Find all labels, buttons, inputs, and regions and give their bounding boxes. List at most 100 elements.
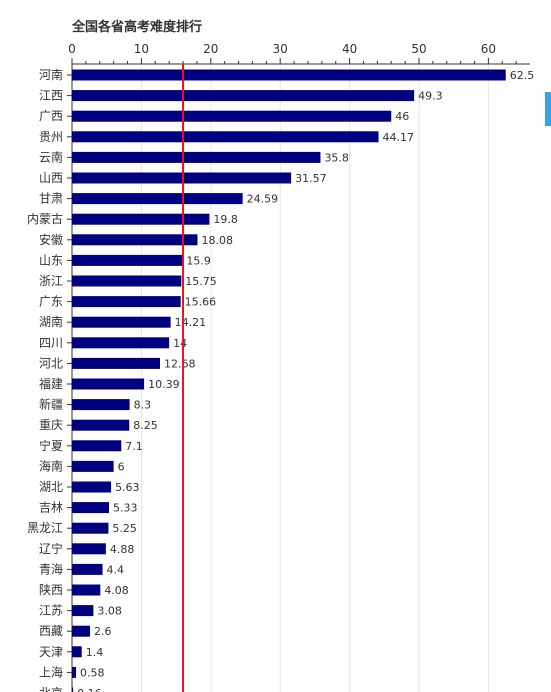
category-label: 广西 bbox=[39, 109, 63, 123]
bar bbox=[72, 337, 170, 349]
bar bbox=[72, 193, 243, 205]
data-label: 31.57 bbox=[295, 172, 327, 185]
data-label: 19.8 bbox=[213, 213, 238, 226]
category-labels: 河南江西广西贵州云南山西甘肃内蒙古安徽山东浙江广东湖南四川河北福建新疆重庆宁夏海… bbox=[27, 67, 63, 692]
category-label: 云南 bbox=[39, 149, 63, 164]
chart-title: 全国各省高考难度排行 bbox=[72, 20, 203, 35]
category-label: 北京 bbox=[39, 686, 63, 692]
bar bbox=[72, 543, 106, 555]
y-axis bbox=[67, 64, 73, 692]
category-label: 辽宁 bbox=[39, 541, 63, 556]
category-label: 陕西 bbox=[39, 582, 63, 597]
category-label: 黑龙江 bbox=[27, 521, 63, 535]
bar bbox=[72, 625, 91, 637]
x-tick-label: 20 bbox=[203, 42, 218, 56]
bar bbox=[72, 172, 292, 184]
data-label: 1.4 bbox=[86, 646, 104, 659]
category-label: 海南 bbox=[39, 458, 63, 473]
category-label: 江苏 bbox=[39, 604, 63, 618]
x-tick-label: 60 bbox=[481, 42, 496, 56]
data-label: 8.3 bbox=[134, 399, 152, 412]
category-label: 浙江 bbox=[39, 274, 63, 288]
data-label: 14.21 bbox=[175, 316, 207, 329]
data-label: 8.25 bbox=[133, 419, 158, 432]
data-labels: 62.5 49.3 46 44.17 35.8 31.57 24.59 19.8 18.08 15… bbox=[77, 69, 534, 692]
bar bbox=[72, 378, 145, 390]
bar bbox=[72, 110, 392, 122]
bar bbox=[72, 563, 103, 575]
category-label: 山东 bbox=[39, 253, 63, 267]
bar bbox=[72, 69, 506, 81]
category-label: 四川 bbox=[39, 336, 63, 350]
x-tick-label: 30 bbox=[273, 42, 288, 56]
data-label: 14 bbox=[173, 337, 187, 350]
data-label: 24.59 bbox=[247, 193, 279, 206]
category-label: 宁夏 bbox=[39, 438, 63, 453]
grid-lines bbox=[140, 64, 489, 692]
bar bbox=[72, 296, 181, 308]
bar bbox=[72, 440, 122, 452]
bar bbox=[72, 234, 198, 246]
category-label: 新疆 bbox=[39, 397, 63, 412]
category-label: 内蒙古 bbox=[27, 211, 63, 226]
category-label: 天津 bbox=[39, 645, 63, 659]
data-label: 0.58 bbox=[80, 666, 105, 679]
category-label: 江西 bbox=[39, 89, 63, 103]
data-label: 4.4 bbox=[107, 563, 125, 576]
bar bbox=[72, 131, 379, 143]
category-label: 贵州 bbox=[39, 130, 63, 144]
x-tick-label: 10 bbox=[134, 42, 149, 56]
bar bbox=[72, 213, 210, 225]
bar bbox=[72, 399, 130, 411]
data-label: 7.1 bbox=[125, 440, 143, 453]
category-label: 河北 bbox=[39, 356, 63, 370]
bar bbox=[72, 687, 74, 692]
data-label: 4.88 bbox=[110, 543, 135, 556]
category-label: 湖南 bbox=[39, 314, 63, 329]
data-label: 15.9 bbox=[186, 254, 211, 267]
data-label: 62.5 bbox=[510, 69, 535, 82]
data-label: 6 bbox=[118, 460, 125, 473]
data-label: 5.63 bbox=[115, 481, 140, 494]
data-label: 4.08 bbox=[104, 584, 129, 597]
data-label: 15.66 bbox=[185, 296, 217, 309]
category-label: 湖北 bbox=[39, 479, 63, 494]
data-label: 5.33 bbox=[113, 502, 138, 515]
data-label: 3.08 bbox=[97, 605, 122, 618]
category-label: 甘肃 bbox=[39, 192, 63, 206]
bar bbox=[72, 481, 112, 493]
bar bbox=[72, 584, 101, 596]
bar bbox=[72, 419, 130, 431]
data-label: 2.6 bbox=[94, 625, 112, 638]
x-tick-label: 0 bbox=[68, 42, 76, 56]
side-panel-tab[interactable] bbox=[545, 92, 551, 126]
category-label: 广东 bbox=[39, 295, 63, 309]
bar bbox=[72, 666, 77, 678]
bar bbox=[72, 646, 82, 658]
bar bbox=[72, 90, 415, 102]
data-label: 15.75 bbox=[185, 275, 217, 288]
bar bbox=[72, 357, 160, 369]
data-label: 12.68 bbox=[164, 357, 196, 370]
category-label: 河南 bbox=[39, 67, 63, 82]
bar bbox=[72, 502, 109, 514]
bar bbox=[72, 254, 183, 266]
bar bbox=[72, 275, 182, 287]
bar bbox=[72, 316, 171, 328]
data-label: 0.16 bbox=[77, 687, 102, 692]
data-label: 44.17 bbox=[383, 131, 415, 144]
data-label: 18.08 bbox=[201, 234, 233, 247]
x-tick-label: 40 bbox=[342, 42, 357, 56]
data-label: 46 bbox=[395, 110, 409, 123]
category-label: 吉林 bbox=[39, 501, 63, 515]
category-label: 福建 bbox=[39, 376, 63, 391]
category-label: 西藏 bbox=[39, 624, 63, 638]
data-label: 10.39 bbox=[148, 378, 180, 391]
x-axis: 0 10 20 30 40 50 60 bbox=[68, 42, 530, 65]
bar bbox=[72, 605, 94, 617]
category-label: 重庆 bbox=[39, 418, 63, 432]
bar bbox=[72, 151, 321, 163]
x-tick-label: 50 bbox=[411, 42, 426, 56]
bar bbox=[72, 522, 109, 534]
